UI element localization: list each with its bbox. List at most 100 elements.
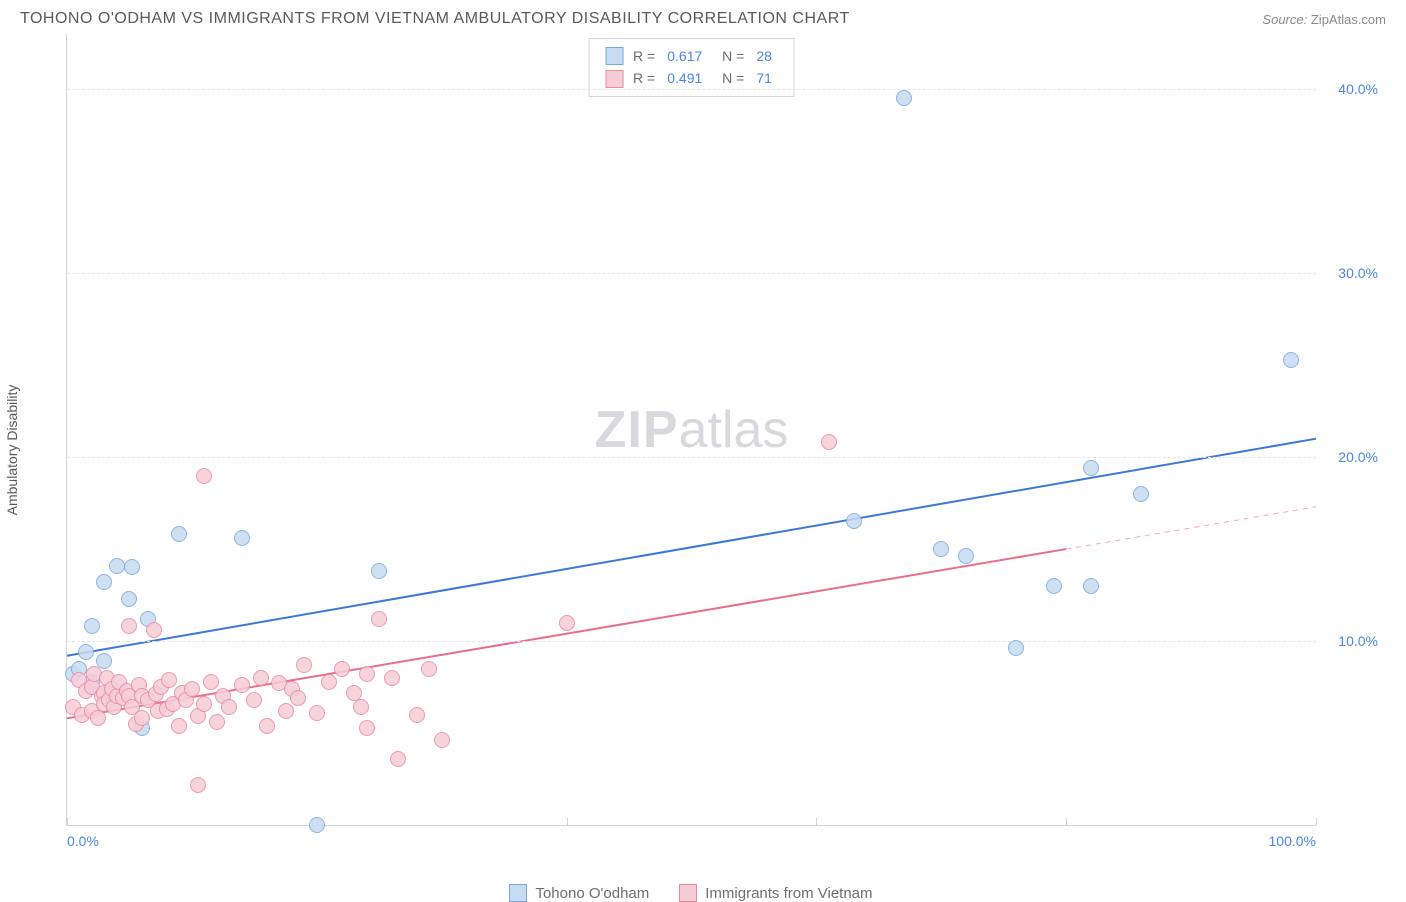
legend-swatch	[509, 884, 527, 902]
y-axis-label: Ambulatory Disability	[4, 385, 20, 516]
trend-line-dash-vietnam	[1066, 507, 1316, 549]
scatter-point-tohono	[96, 574, 112, 590]
scatter-point-tohono	[1283, 352, 1299, 368]
x-tick	[1066, 818, 1067, 826]
x-tick-label: 100.0%	[1269, 833, 1316, 849]
legend-item-vietnam: Immigrants from Vietnam	[679, 884, 872, 902]
scatter-point-vietnam	[334, 661, 350, 677]
x-tick	[816, 818, 817, 826]
scatter-point-tohono	[371, 563, 387, 579]
scatter-point-tohono	[1046, 578, 1062, 594]
scatter-point-vietnam	[384, 670, 400, 686]
scatter-point-vietnam	[184, 681, 200, 697]
scatter-point-tohono	[1083, 578, 1099, 594]
legend-swatch	[605, 47, 623, 65]
chart-header: TOHONO O'ODHAM VS IMMIGRANTS FROM VIETNA…	[0, 0, 1406, 34]
scatter-point-vietnam	[171, 718, 187, 734]
legend-n-label: N =	[718, 67, 744, 89]
scatter-point-tohono	[171, 526, 187, 542]
scatter-point-tohono	[234, 530, 250, 546]
legend-swatch	[679, 884, 697, 902]
y-tick-label: 20.0%	[1338, 449, 1378, 465]
chart-title: TOHONO O'ODHAM VS IMMIGRANTS FROM VIETNA…	[20, 10, 850, 28]
scatter-point-vietnam	[146, 622, 162, 638]
scatter-point-tohono	[124, 559, 140, 575]
scatter-point-tohono	[309, 817, 325, 833]
scatter-point-vietnam	[559, 615, 575, 631]
scatter-point-vietnam	[421, 661, 437, 677]
trend-line-tohono	[67, 439, 1316, 656]
x-tick	[67, 818, 68, 826]
scatter-point-tohono	[84, 618, 100, 634]
scatter-point-tohono	[846, 513, 862, 529]
scatter-point-vietnam	[296, 657, 312, 673]
x-tick	[1316, 818, 1317, 826]
plot-area: ZIPatlas R =0.617 N =28R =0.491 N =71 10…	[66, 34, 1316, 826]
watermark: ZIPatlas	[595, 400, 789, 460]
gridline	[67, 457, 1316, 458]
scatter-point-vietnam	[259, 718, 275, 734]
scatter-point-vietnam	[371, 611, 387, 627]
scatter-point-tohono	[109, 558, 125, 574]
legend-n-value: 71	[756, 67, 772, 89]
y-tick-label: 40.0%	[1338, 81, 1378, 97]
y-tick-label: 30.0%	[1338, 265, 1378, 281]
scatter-point-tohono	[78, 644, 94, 660]
scatter-point-vietnam	[221, 699, 237, 715]
scatter-point-vietnam	[359, 720, 375, 736]
legend-item-tohono: Tohono O'odham	[509, 884, 649, 902]
x-tick	[567, 818, 568, 826]
legend-box: R = 0.617 N = 28 R = 0.491 N = 71	[588, 38, 795, 97]
scatter-point-tohono	[958, 548, 974, 564]
scatter-point-vietnam	[359, 666, 375, 682]
chart-area: Ambulatory Disability ZIPatlas R =0.617 …	[20, 34, 1386, 866]
legend-row: R = 0.491 N = 71	[605, 67, 778, 89]
scatter-point-vietnam	[434, 732, 450, 748]
chart-source: Source: ZipAtlas.com	[1262, 12, 1386, 27]
scatter-point-tohono	[896, 90, 912, 106]
scatter-point-vietnam	[309, 705, 325, 721]
scatter-point-vietnam	[161, 672, 177, 688]
scatter-point-vietnam	[346, 685, 362, 701]
legend-label: Immigrants from Vietnam	[705, 885, 872, 902]
scatter-point-vietnam	[121, 618, 137, 634]
scatter-point-vietnam	[390, 751, 406, 767]
scatter-point-tohono	[121, 591, 137, 607]
scatter-point-vietnam	[196, 696, 212, 712]
x-tick-label: 0.0%	[67, 833, 99, 849]
scatter-point-vietnam	[190, 777, 206, 793]
scatter-point-vietnam	[278, 703, 294, 719]
gridline	[67, 641, 1316, 642]
legend-n-value: 28	[756, 45, 772, 67]
watermark-atlas: atlas	[679, 401, 789, 459]
series-legend: Tohono O'odham Immigrants from Vietnam	[66, 884, 1316, 902]
watermark-zip: ZIP	[595, 401, 679, 459]
source-label: Source:	[1262, 12, 1307, 27]
scatter-point-vietnam	[246, 692, 262, 708]
scatter-point-vietnam	[321, 674, 337, 690]
scatter-point-vietnam	[203, 674, 219, 690]
legend-r-label: R =	[633, 45, 655, 67]
source-value: ZipAtlas.com	[1311, 12, 1386, 27]
gridline	[67, 89, 1316, 90]
scatter-point-vietnam	[90, 710, 106, 726]
legend-r-value: 0.617	[667, 45, 702, 67]
y-tick-label: 10.0%	[1338, 633, 1378, 649]
legend-row: R = 0.617 N = 28	[605, 45, 778, 67]
scatter-point-vietnam	[409, 707, 425, 723]
scatter-point-tohono	[1083, 460, 1099, 476]
legend-r-label: R =	[633, 67, 655, 89]
legend-n-label: N =	[718, 45, 744, 67]
scatter-point-vietnam	[234, 677, 250, 693]
scatter-point-vietnam	[290, 690, 306, 706]
scatter-point-vietnam	[209, 714, 225, 730]
legend-r-value: 0.491	[667, 67, 702, 89]
scatter-point-tohono	[933, 541, 949, 557]
scatter-point-tohono	[1133, 486, 1149, 502]
gridline	[67, 273, 1316, 274]
legend-label: Tohono O'odham	[535, 885, 649, 902]
scatter-point-vietnam	[253, 670, 269, 686]
scatter-point-vietnam	[353, 699, 369, 715]
scatter-point-vietnam	[821, 434, 837, 450]
legend-swatch	[605, 70, 623, 88]
